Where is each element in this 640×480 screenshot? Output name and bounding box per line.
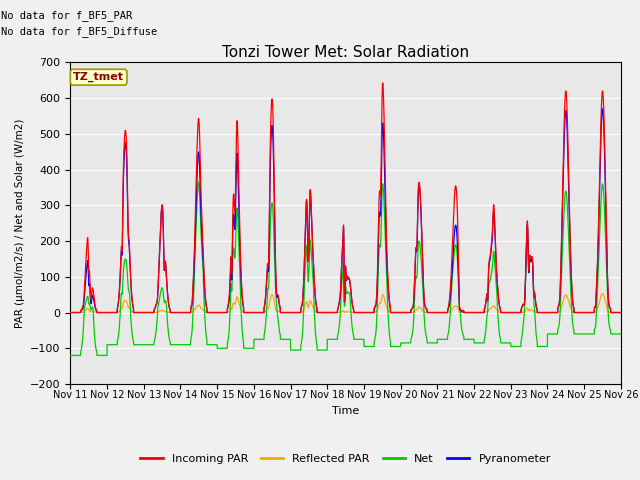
Text: TZ_tmet: TZ_tmet xyxy=(73,72,124,82)
Text: No data for f_BF5_Diffuse: No data for f_BF5_Diffuse xyxy=(1,26,157,37)
Text: No data for f_BF5_PAR: No data for f_BF5_PAR xyxy=(1,10,132,21)
Legend: Incoming PAR, Reflected PAR, Net, Pyranometer: Incoming PAR, Reflected PAR, Net, Pyrano… xyxy=(136,450,556,468)
X-axis label: Time: Time xyxy=(332,406,359,416)
Title: Tonzi Tower Met: Solar Radiation: Tonzi Tower Met: Solar Radiation xyxy=(222,45,469,60)
Y-axis label: PAR (μmol/m2/s) / Net and Solar (W/m2): PAR (μmol/m2/s) / Net and Solar (W/m2) xyxy=(15,119,24,328)
